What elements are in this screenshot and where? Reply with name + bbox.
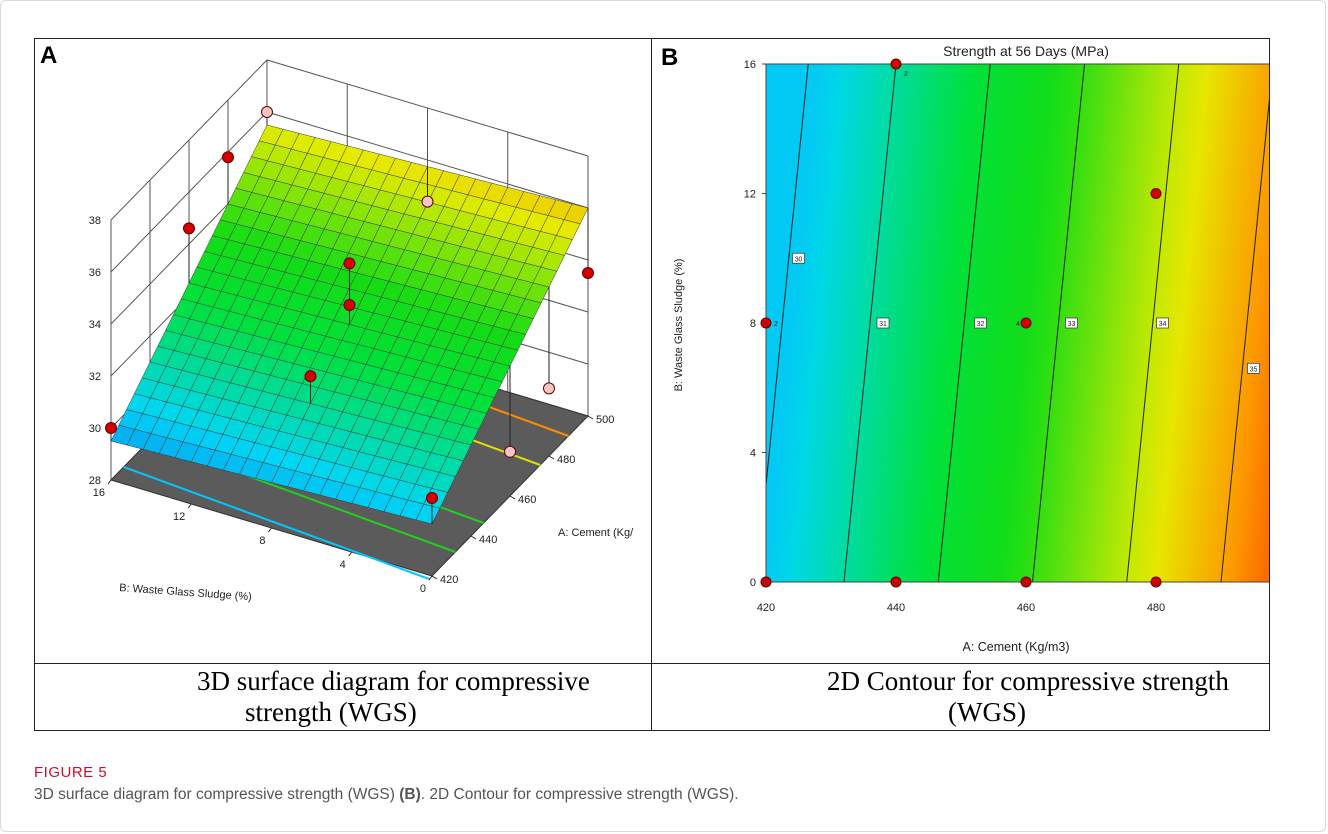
contour-level-label: 34 (1159, 321, 1167, 328)
table-divider-vertical (651, 38, 652, 731)
y-axis-label: B: Waste Glass Sludge (%) (673, 259, 685, 392)
y-tick-label: 12 (744, 189, 756, 201)
contour-level-box (792, 252, 805, 264)
contour-level-box (876, 317, 890, 329)
contour-line (1126, 64, 1180, 582)
y-tick-mark (107, 479, 112, 485)
figure-label: FIGURE 5 (34, 764, 108, 781)
figure-caption-part2: . 2D Contour for compressive strength (W… (420, 786, 739, 803)
x-tick-label: 440 (479, 534, 497, 546)
z-tick-label: 32 (89, 371, 101, 383)
design-point (343, 299, 356, 311)
y-tick-label: 0 (750, 577, 756, 589)
y-tick-label: 16 (93, 487, 105, 499)
x-tick-label: 480 (557, 454, 575, 466)
contour-line (766, 64, 809, 490)
z-tick-label: 30 (89, 423, 101, 435)
figure-table (34, 38, 1270, 731)
contour-line (937, 64, 991, 582)
figure-caption-bold: (B) (399, 786, 421, 803)
contour-level-label: 30 (795, 256, 803, 263)
design-point (890, 58, 902, 70)
figure-caption-part1: 3D surface diagram for compressive stren… (34, 786, 400, 803)
x-tick-mark (431, 575, 438, 580)
z-tick-label: 28 (89, 475, 101, 487)
contour-level-box (1247, 362, 1260, 374)
contour-plot-2d: 3031323334352424204404604805000481216Str… (673, 43, 1269, 654)
design-point (1150, 188, 1162, 199)
design-point (504, 445, 516, 458)
design-point (1020, 317, 1032, 329)
panel-label-a: A (40, 42, 58, 69)
design-point (426, 492, 438, 504)
left-cell-caption-line2: strength (WGS) (245, 697, 417, 727)
contour-level-label: 33 (1068, 321, 1076, 328)
x-tick-mark (548, 455, 555, 460)
x-tick-label: 460 (1017, 602, 1035, 614)
x-tick-label: 460 (518, 494, 536, 506)
contour-line (1032, 64, 1085, 582)
contour-line (843, 64, 897, 582)
y-tick-label: 0 (420, 583, 426, 595)
contour-level-label: 31 (879, 321, 887, 328)
y-tick-label: 8 (259, 535, 265, 547)
figure-caption: 3D surface diagram for compressive stren… (34, 786, 739, 804)
panel-label-b: B (661, 44, 679, 71)
left-cell-caption-line1: 3D surface diagram for compressive (197, 666, 590, 696)
z-tick-label: 34 (89, 319, 101, 331)
z-tick-label: 38 (89, 215, 101, 227)
x-tick-label: 480 (1147, 602, 1165, 614)
x-axis-label: A: Cement (Kg/m3) (963, 640, 1070, 654)
right-cell-caption-line2: (WGS) (948, 697, 1026, 727)
surface-plot-3d: 28 30 32 34 36 38 420 440 460 480 500 0 4 8 12 16 A: Cem… (89, 59, 634, 603)
y-tick-label: 12 (173, 511, 185, 523)
x-axis-label: A: Cement (Kg/ (558, 527, 634, 539)
y-tick-label: 16 (744, 59, 756, 71)
contour-fill (766, 64, 1269, 582)
contour-level-label: 35 (1250, 366, 1258, 373)
design-point (304, 370, 317, 383)
design-point (261, 106, 273, 118)
y-tick-mark (187, 503, 192, 509)
right-cell-caption-line1: 2D Contour for compressive strength (827, 666, 1229, 696)
design-point (105, 422, 117, 434)
table-divider-horizontal (34, 663, 1270, 664)
y-tick-label: 8 (750, 318, 756, 330)
design-point-count: 2 (904, 71, 908, 78)
y-tick-label: 4 (750, 448, 756, 460)
y-tick-mark (268, 527, 272, 533)
x-tick-mark (587, 415, 594, 420)
design-point (222, 151, 234, 164)
design-point (582, 267, 594, 279)
chart-title: Strength at 56 Days (MPa) (943, 43, 1109, 59)
floor-contour-line (123, 466, 430, 580)
contour-level-box (1065, 317, 1078, 329)
y-tick-mark (348, 551, 353, 557)
y-tick-mark (428, 575, 433, 581)
y-axis-label: B: Waste Glass Sludge (%) (119, 582, 252, 603)
contour-level-label: 32 (977, 321, 985, 328)
design-point (343, 257, 356, 270)
contour-line (1220, 98, 1269, 582)
x-tick-label: 500 (596, 414, 614, 426)
y-tick-label: 4 (340, 559, 346, 571)
x-tick-label: 420 (440, 574, 458, 586)
design-point (183, 222, 195, 235)
x-tick-mark (509, 495, 516, 500)
surface-mesh (110, 124, 589, 525)
z-tick-label: 36 (89, 267, 101, 279)
design-point-count: 4 (1016, 321, 1020, 328)
x-tick-mark (470, 535, 477, 540)
design-point-count: 2 (774, 321, 778, 328)
x-tick-label: 420 (757, 602, 775, 614)
contour-fill-group (766, 64, 1269, 582)
design-point (421, 195, 434, 208)
contour-level-box (974, 317, 987, 329)
x-tick-label: 440 (887, 602, 905, 614)
design-point (543, 382, 555, 395)
contour-level-box (1156, 317, 1169, 329)
